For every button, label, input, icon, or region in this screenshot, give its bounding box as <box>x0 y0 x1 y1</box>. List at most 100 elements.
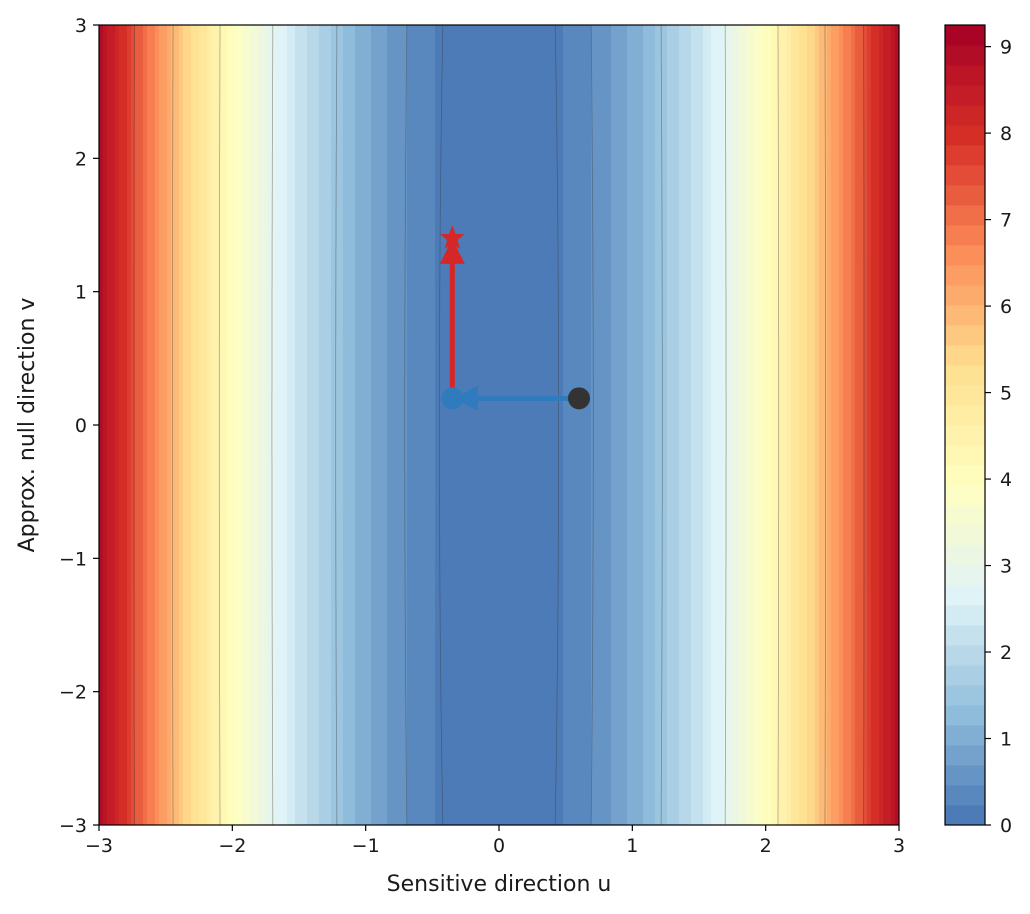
colorbar-band <box>945 45 985 66</box>
contour-band <box>235 25 240 825</box>
contour-lines <box>133 25 865 825</box>
contour-band <box>623 25 628 825</box>
contour-band <box>595 25 600 825</box>
contour-band <box>447 25 452 825</box>
contour-line <box>404 25 408 825</box>
contour-band <box>99 25 104 825</box>
contour-band <box>291 25 296 825</box>
contour-band <box>383 25 388 825</box>
contour-band <box>523 25 528 825</box>
contour-band <box>107 25 112 825</box>
x-axis: −3 −2 −1 0 1 2 3 <box>85 825 905 857</box>
colorbar-band <box>945 385 985 406</box>
contour-band <box>615 25 620 825</box>
colorbar-band <box>945 805 985 826</box>
contour-band <box>379 25 384 825</box>
contour-band <box>719 25 724 825</box>
contour-line <box>777 25 780 825</box>
colorbar-tick-label: 6 <box>1000 296 1012 318</box>
contour-band <box>439 25 444 825</box>
colorbar-tick-label: 8 <box>1000 123 1012 145</box>
contour-band <box>395 25 400 825</box>
contour-band <box>187 25 192 825</box>
colorbar-band <box>945 525 985 546</box>
colorbar-tick-label: 5 <box>1000 383 1012 405</box>
contour-band <box>655 25 660 825</box>
contour-band <box>263 25 268 825</box>
contour-band <box>111 25 116 825</box>
contour-band <box>679 25 684 825</box>
contour-band <box>571 25 576 825</box>
colorbar-band <box>945 205 985 226</box>
contour-band <box>891 25 896 825</box>
colorbar: 0 1 2 3 4 5 6 7 8 9 <box>944 24 1012 837</box>
contour-band <box>319 25 324 825</box>
contour-band <box>699 25 704 825</box>
contour-band <box>863 25 868 825</box>
contour-band <box>635 25 640 825</box>
contour-band <box>607 25 612 825</box>
contour-band <box>411 25 416 825</box>
contour-line <box>218 25 221 825</box>
contour-band <box>511 25 516 825</box>
contour-line <box>863 25 865 825</box>
contour-band <box>739 25 744 825</box>
contour-band <box>531 25 536 825</box>
contour-band <box>867 25 872 825</box>
contour-band <box>459 25 464 825</box>
contour-band <box>543 25 548 825</box>
contour-band <box>555 25 560 825</box>
colorbar-band <box>945 785 985 806</box>
colorbar-band <box>945 585 985 606</box>
contour-band <box>643 25 648 825</box>
contour-band <box>207 25 212 825</box>
contour-band <box>611 25 616 825</box>
x-tick-label: −1 <box>352 835 380 857</box>
contour-band <box>879 25 884 825</box>
colorbar-band <box>945 545 985 566</box>
contour-band <box>551 25 556 825</box>
contour-band <box>483 25 488 825</box>
contour-band <box>663 25 668 825</box>
colorbar-fill <box>945 25 985 826</box>
contour-band <box>315 25 320 825</box>
contour-band <box>179 25 184 825</box>
contour-band <box>695 25 700 825</box>
contour-band <box>803 25 808 825</box>
contour-band <box>119 25 124 825</box>
contour-band <box>527 25 532 825</box>
contour-band <box>391 25 396 825</box>
y-tick-label: 2 <box>75 148 87 170</box>
contour-line <box>824 25 826 825</box>
contour-band <box>231 25 236 825</box>
contour-band <box>175 25 180 825</box>
contour-band <box>363 25 368 825</box>
colorbar-band <box>945 145 985 166</box>
contour-line <box>271 25 274 825</box>
contour-band <box>479 25 484 825</box>
contour-band <box>495 25 500 825</box>
contour-band <box>887 25 892 825</box>
contour-band <box>691 25 696 825</box>
x-axis-label: Sensitive direction u <box>387 872 612 897</box>
contour-band <box>547 25 552 825</box>
contour-band <box>819 25 824 825</box>
contour-band <box>859 25 864 825</box>
contour-band <box>131 25 136 825</box>
colorbar-tick-label: 7 <box>1000 210 1012 232</box>
contour-band <box>799 25 804 825</box>
contour-line <box>590 25 594 825</box>
colorbar-tick-label: 4 <box>1000 469 1012 491</box>
colorbar-band <box>945 745 985 766</box>
contour-band <box>883 25 888 825</box>
y-tick-label: −3 <box>59 815 87 837</box>
contour-band <box>323 25 328 825</box>
colorbar-band <box>945 165 985 186</box>
colorbar-band <box>945 225 985 246</box>
contour-band <box>183 25 188 825</box>
contour-band <box>199 25 204 825</box>
colorbar-ticks: 0 1 2 3 4 5 6 7 8 9 <box>985 37 1012 837</box>
colorbar-band <box>945 505 985 526</box>
contour-band <box>243 25 248 825</box>
